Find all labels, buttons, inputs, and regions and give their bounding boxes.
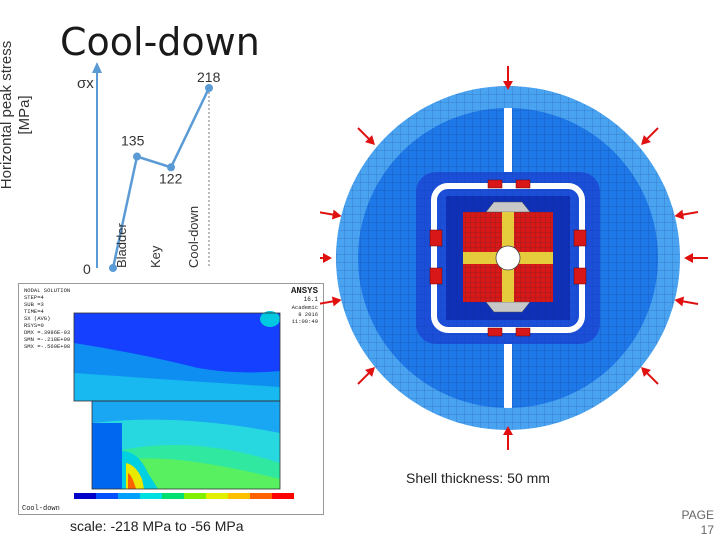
- data-point: [109, 264, 117, 272]
- fem-header-line: SX (AVG): [24, 315, 50, 322]
- aperture: [495, 245, 521, 271]
- data-point: [205, 84, 213, 92]
- series-line: [111, 87, 211, 269]
- category-labels: Bladder Key Cool-down: [114, 206, 201, 268]
- coil-bottom-wedge: [485, 301, 531, 313]
- fem-header-line: SUB =3: [24, 301, 44, 308]
- slide-title: Cool-down: [60, 20, 260, 64]
- fem-software-label: ANSYS: [291, 286, 319, 296]
- load-arrow: [503, 66, 513, 90]
- chart-ylabel-line2: [MPa]: [16, 95, 33, 135]
- fem-header-line: SMN =-.218E+09: [24, 336, 70, 343]
- load-arrow: [674, 209, 699, 220]
- scale-caption: scale: -218 MPa to -56 MPa: [70, 518, 244, 534]
- data-label: 135: [121, 133, 145, 149]
- data-label: 0: [83, 261, 91, 277]
- load-arrow: [357, 127, 375, 145]
- legend-swatch: [206, 493, 228, 499]
- fem-header-line: SMX =-.560E+08: [24, 343, 70, 350]
- legend-swatch: [272, 493, 294, 499]
- chart-ylabel: Horizontal peak stress [MPa]: [0, 0, 34, 245]
- y-axis-arrow: [92, 62, 102, 73]
- fem-right-line: 11:00:49: [292, 318, 318, 325]
- fem-right-line: Academic: [292, 304, 318, 311]
- page-number: 17: [700, 523, 714, 537]
- key-block: [515, 327, 531, 337]
- data-point: [133, 152, 141, 161]
- key-block: [487, 327, 503, 337]
- data-label: 218: [197, 69, 221, 85]
- load-arrow: [320, 209, 342, 220]
- legend-swatch: [74, 493, 96, 499]
- fem-header-line: NODAL SOLUTION: [24, 287, 70, 294]
- key-block: [429, 267, 443, 285]
- fem-right-line: 8 2016: [298, 311, 318, 318]
- load-arrow: [641, 367, 659, 385]
- legend-swatch: [184, 493, 206, 499]
- legend-swatch: [162, 493, 184, 499]
- key-block: [573, 267, 587, 285]
- key-block: [487, 179, 503, 189]
- load-arrow: [641, 127, 659, 145]
- fem-header-line: DMX =.3986E-03: [24, 329, 70, 336]
- data-labels: 0 135 122 218: [83, 69, 221, 277]
- key-blocks: [429, 179, 587, 337]
- fem-contour-region: [73, 311, 281, 490]
- fem-color-legend: [74, 493, 294, 499]
- data-label: 122: [159, 170, 183, 186]
- page-label: PAGE: [681, 508, 714, 522]
- page-number-block: PAGE 17: [672, 508, 714, 538]
- legend-swatch: [228, 493, 250, 499]
- bladder-gap: [431, 183, 585, 333]
- series-markers: [109, 84, 213, 272]
- fem-header-line: STEP=4: [24, 294, 45, 301]
- category-label: Key: [148, 245, 163, 268]
- y-axis-symbol: σx: [77, 75, 94, 92]
- load-arrow: [320, 296, 342, 307]
- key-block: [429, 229, 443, 247]
- legend-swatch: [140, 493, 162, 499]
- category-label: Cool-down: [186, 206, 201, 268]
- key-block: [515, 179, 531, 189]
- legend-swatch: [96, 493, 118, 499]
- chart-ylabel-line1: Horizontal peak stress: [0, 40, 15, 190]
- load-arrow: [503, 426, 513, 450]
- load-arrow: [357, 367, 375, 385]
- legend-swatch: [250, 493, 272, 499]
- data-point: [167, 163, 175, 172]
- coil-top-wedge: [485, 201, 531, 213]
- magnet-cross-section: [320, 66, 708, 450]
- shell-thickness-caption: Shell thickness: 50 mm: [406, 470, 550, 486]
- load-arrow: [320, 253, 332, 263]
- category-label: Bladder: [114, 223, 129, 268]
- fem-version-label: 16.1: [304, 296, 319, 303]
- fem-header-line: TIME=4: [24, 308, 45, 315]
- fem-view-name: Cool-down: [22, 505, 60, 513]
- load-arrow: [684, 253, 708, 263]
- legend-swatch: [118, 493, 140, 499]
- load-arrows: [320, 66, 708, 450]
- stress-line-chart: σx 0 135 122 218 Bladder Key Cool-down: [77, 62, 221, 277]
- load-arrow: [674, 296, 699, 307]
- key-block: [573, 229, 587, 247]
- fem-header-line: RSYS=0: [24, 322, 44, 329]
